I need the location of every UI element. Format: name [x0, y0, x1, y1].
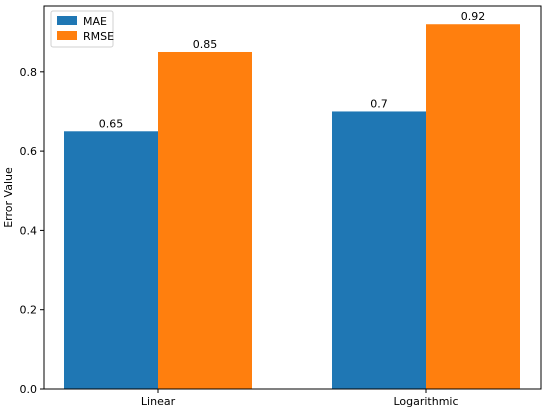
data-label-rmse-logarithmic: 0.92 [461, 10, 486, 23]
data-label-mae-linear: 0.65 [99, 117, 124, 130]
plot-frame [43, 5, 542, 390]
legend-swatch-mae [57, 16, 77, 25]
x-tick-label: Linear [141, 395, 176, 408]
bar-rmse-logarithmic [426, 24, 520, 389]
legend-label-mae: MAE [83, 15, 107, 28]
legend-swatch-rmse [57, 31, 77, 40]
bar-mae-logarithmic [332, 111, 426, 389]
bar-rmse-linear [158, 51, 252, 389]
data-label-rmse-linear: 0.85 [193, 38, 218, 51]
bar-mae-linear [64, 131, 158, 389]
y-tick-label: 0.2 [20, 304, 38, 317]
legend-label-rmse: RMSE [83, 30, 114, 43]
legend: MAE RMSE [50, 10, 114, 48]
y-tick-label: 0.0 [20, 383, 38, 396]
y-tick-label: 0.4 [20, 224, 38, 237]
y-axis: 0.0 0.2 0.4 0.6 0.8 [20, 66, 44, 396]
data-labels-layer: 0.65 0.7 0.85 0.92 [99, 10, 486, 130]
data-label-mae-logarithmic: 0.7 [370, 97, 388, 110]
x-tick-label: Logarithmic [393, 395, 458, 408]
y-tick-label: 0.8 [20, 66, 38, 79]
y-axis-label: Error Value [2, 167, 15, 228]
y-tick-label: 0.6 [20, 145, 38, 158]
x-axis: Linear Logarithmic [141, 389, 459, 408]
bars-layer [64, 24, 520, 389]
